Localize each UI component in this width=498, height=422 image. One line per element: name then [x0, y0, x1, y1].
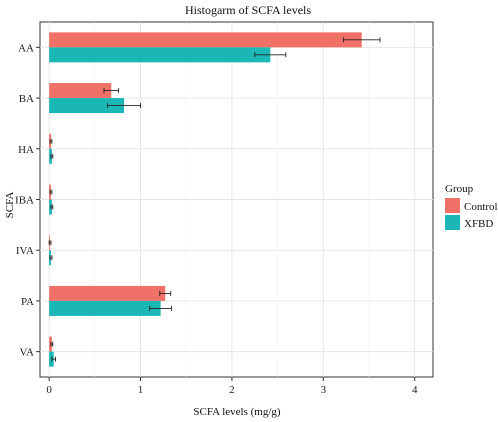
- legend-title: Group: [445, 183, 474, 195]
- legend-key-control: [445, 198, 460, 213]
- x-tick-label: 3: [321, 384, 327, 396]
- legend: Group Control XFBD: [445, 183, 498, 230]
- x-tick-label: 0: [46, 384, 52, 396]
- y-tick-label-va: VA: [20, 347, 35, 359]
- y-tick-label-iba: IBA: [15, 195, 34, 207]
- legend-key-xfbd: [445, 215, 460, 230]
- chart-title: Histogarm of SCFA levels: [185, 3, 311, 17]
- y-tick-label-iva: IVA: [16, 245, 34, 257]
- y-tick-label-ba: BA: [19, 93, 34, 105]
- plot-panel: AA BA HA IBA IVA PA VA 0 1 2 3 4: [15, 21, 434, 396]
- y-tick-label-aa: AA: [18, 42, 34, 54]
- x-tick-label: 2: [229, 384, 235, 396]
- legend-label-control: Control: [464, 201, 498, 213]
- bar-xfbd-aa: [49, 47, 271, 63]
- y-tick-label-ha: HA: [18, 144, 34, 156]
- bar-control-pa: [49, 285, 166, 301]
- bar-xfbd-ba: [49, 98, 125, 114]
- bar-control-va: [49, 336, 52, 352]
- y-tick-label-pa: PA: [21, 296, 34, 308]
- legend-label-xfbd: XFBD: [464, 218, 493, 230]
- bar-xfbd-iba: [49, 199, 52, 215]
- x-tick-label: 4: [412, 384, 418, 396]
- x-axis-title: SCFA levels (mg/g): [193, 406, 281, 418]
- x-tick-label: 1: [138, 384, 144, 396]
- bar-xfbd-va: [49, 351, 54, 367]
- bar-control-ba: [49, 83, 112, 99]
- bar-xfbd-pa: [49, 300, 161, 316]
- bar-control-aa: [49, 32, 362, 48]
- y-axis-title: SCFA: [4, 192, 16, 219]
- bar-xfbd-ha: [49, 148, 52, 164]
